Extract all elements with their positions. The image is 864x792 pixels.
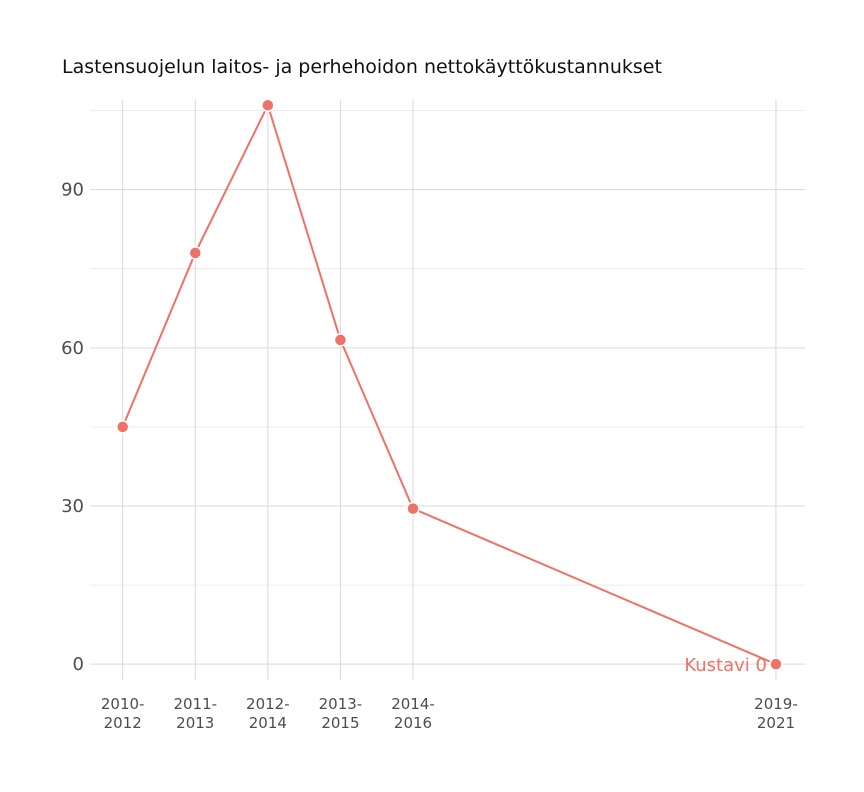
data-point [406, 501, 420, 516]
y-tick-label: 90 [61, 180, 84, 201]
x-tick-label: 2011-2013 [173, 695, 217, 732]
y-tick-label: 60 [61, 338, 84, 359]
data-point [188, 246, 203, 260]
data-point [261, 98, 275, 113]
series-line [121, 102, 777, 666]
grid-lines [90, 100, 805, 680]
y-tick-label: 0 [73, 654, 84, 675]
x-tick-label: 2019-2021 [754, 695, 798, 732]
x-tick-label: 2012-2014 [246, 695, 290, 732]
x-tick-label: 2010-2012 [101, 695, 145, 732]
x-tick-label: 2014-2016 [391, 695, 435, 732]
data-point [333, 333, 348, 347]
data-point [769, 657, 783, 671]
series-end-label: Kustavi 0 [684, 655, 767, 676]
x-tick-label: 2013-2015 [319, 695, 363, 732]
x-axis: 2010-2012 2011-2013 2012-2014 2013-2015 2014… [101, 695, 798, 732]
y-tick-label: 30 [61, 496, 84, 517]
data-point [115, 420, 130, 434]
chart-title: Lastensuojelun laitos- ja perhehoidon ne… [62, 56, 662, 78]
y-axis: 0 30 60 90 [61, 180, 84, 676]
